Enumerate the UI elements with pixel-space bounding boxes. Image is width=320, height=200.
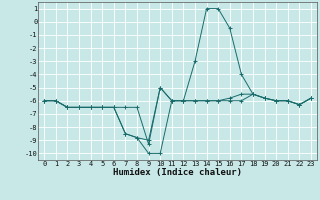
X-axis label: Humidex (Indice chaleur): Humidex (Indice chaleur) bbox=[113, 168, 242, 177]
